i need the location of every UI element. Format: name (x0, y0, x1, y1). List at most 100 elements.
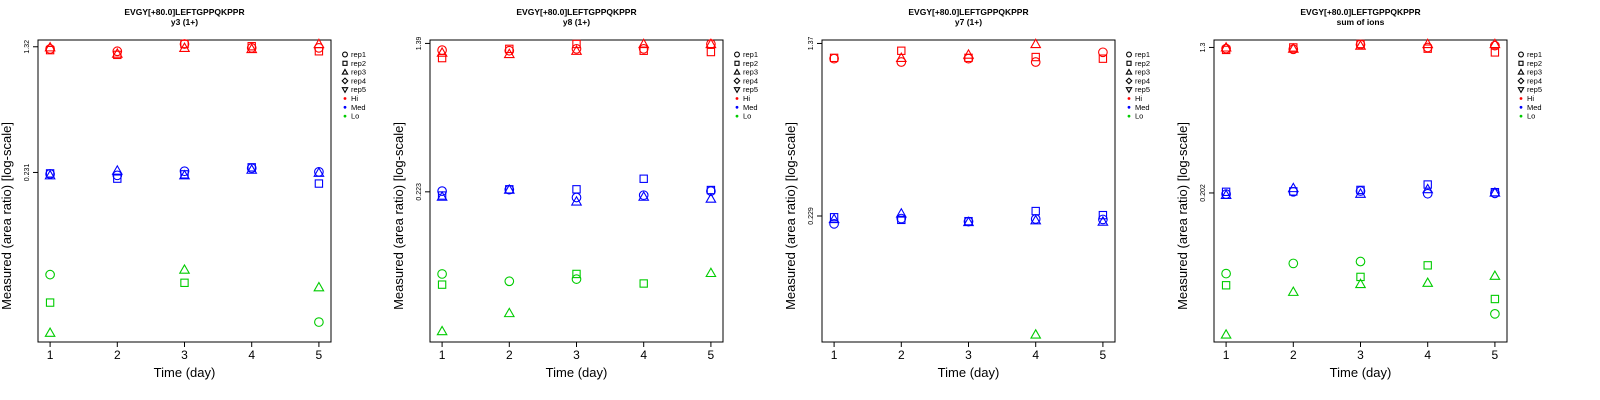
data-point (1098, 214, 1108, 225)
legend-label: rep5 (351, 85, 366, 94)
data-point (180, 39, 189, 49)
data-point (1221, 187, 1231, 197)
x-tick-label: 2 (1290, 348, 1297, 362)
data-point (1287, 285, 1299, 296)
data-point (437, 53, 447, 63)
data-point (179, 166, 190, 177)
data-point (313, 281, 325, 292)
x-tick-label: 1 (831, 348, 838, 362)
data-point (1422, 188, 1433, 199)
legend-label: rep3 (743, 68, 758, 77)
legend-color-dot (1127, 114, 1131, 118)
x-tick-label: 3 (573, 348, 580, 362)
legend-label: rep3 (1527, 68, 1542, 77)
legend-color-dot (1519, 105, 1523, 109)
legend-label: Hi (1135, 94, 1142, 103)
data-point (1422, 38, 1434, 49)
legend-marker (733, 77, 741, 85)
data-point (44, 169, 56, 180)
legend-color-dot (1127, 105, 1131, 109)
y-tick-label: 1.32 (24, 40, 31, 54)
x-tick-label: 5 (1492, 348, 1499, 362)
data-point (178, 42, 191, 52)
data-point (45, 45, 55, 55)
data-point (828, 213, 840, 224)
legend-marker (341, 77, 349, 85)
data-point (1287, 182, 1299, 193)
data-point (1355, 256, 1366, 267)
x-tick-label: 5 (316, 348, 323, 362)
y-tick-label: 0.223 (416, 183, 423, 201)
data-point (1354, 39, 1367, 50)
x-axis-label: Time (day) (154, 365, 216, 380)
data-point (1423, 44, 1432, 53)
data-point (895, 207, 907, 218)
legend-color-dot (343, 97, 347, 100)
x-tick-label: 1 (47, 348, 54, 362)
data-point (1423, 180, 1432, 189)
data-point (1221, 43, 1231, 54)
data-point (572, 185, 581, 194)
data-point (1098, 47, 1108, 58)
data-point (437, 280, 447, 289)
legend-marker (1517, 68, 1525, 75)
data-point (570, 195, 583, 206)
data-point (1490, 309, 1500, 319)
data-point (829, 53, 839, 63)
data-point (179, 39, 190, 49)
legend-label: rep1 (1135, 50, 1150, 59)
data-point (247, 163, 256, 172)
y-axis-label: Measured (area ratio) [log-scale] (783, 122, 798, 310)
legend-label: rep4 (1135, 76, 1150, 85)
data-point (436, 325, 448, 336)
legend-color-dot (735, 105, 739, 109)
data-point (436, 190, 448, 201)
x-tick-label: 2 (506, 348, 513, 362)
data-point (1220, 328, 1232, 339)
legend-marker (1518, 51, 1524, 58)
x-tick-label: 1 (1223, 348, 1230, 362)
legend-label: rep2 (1527, 59, 1542, 68)
chart-subtitle: y3 (1+) (171, 17, 198, 27)
legend-color-dot (735, 97, 739, 100)
x-tick-label: 2 (114, 348, 121, 362)
legend-label: rep1 (351, 50, 366, 59)
x-tick-label: 3 (181, 348, 188, 362)
legend-marker (1125, 68, 1133, 75)
data-point (1287, 42, 1299, 53)
data-point (44, 41, 56, 52)
data-point (1489, 186, 1501, 197)
x-tick-label: 4 (1032, 348, 1039, 362)
legend-label: Lo (1527, 112, 1535, 121)
legend-color-dot (343, 105, 347, 109)
y-tick-label: 1.37 (808, 37, 815, 51)
data-point (1490, 40, 1500, 51)
legend-marker (1518, 60, 1524, 66)
data-point (1098, 210, 1108, 220)
legend-label: rep2 (1135, 59, 1150, 68)
data-point (314, 43, 324, 53)
legend-label: Lo (351, 112, 359, 121)
data-point (1031, 206, 1040, 216)
y-tick-label: 0.229 (808, 207, 815, 225)
data-point (638, 190, 650, 201)
x-tick-label: 4 (640, 348, 647, 362)
legend-marker (342, 60, 348, 66)
x-tick-label: 5 (1100, 348, 1107, 362)
legend-label: rep4 (351, 76, 366, 85)
data-point (829, 219, 839, 229)
data-point (505, 44, 514, 54)
legend-label: rep4 (1527, 76, 1542, 85)
legend-marker (734, 51, 740, 58)
data-point (1354, 187, 1367, 198)
legend-label: Med (1527, 103, 1542, 112)
y-tick-label: 0.202 (1200, 184, 1207, 202)
data-point (638, 38, 650, 49)
data-point (1422, 276, 1434, 287)
data-point (1221, 268, 1231, 279)
y-axis-label: Measured (area ratio) [log-scale] (1175, 122, 1190, 310)
data-point (504, 45, 515, 56)
x-tick-label: 4 (248, 348, 255, 362)
data-point (896, 57, 907, 67)
data-point (896, 213, 907, 224)
